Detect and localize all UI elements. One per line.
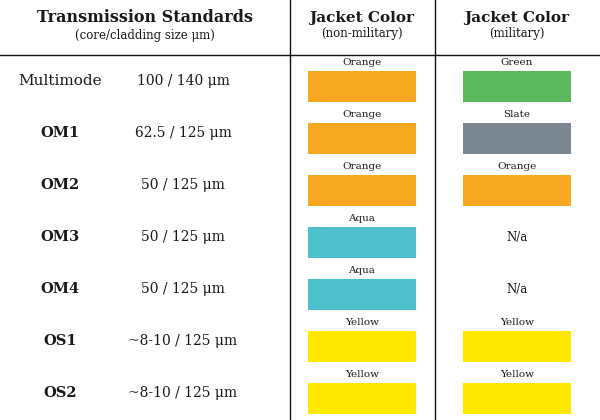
Text: 62.5 / 125 μm: 62.5 / 125 μm (134, 126, 232, 140)
Text: Orange: Orange (343, 58, 382, 67)
Text: ~8-10 / 125 μm: ~8-10 / 125 μm (128, 334, 238, 348)
Text: 100 / 140 μm: 100 / 140 μm (137, 74, 229, 88)
Bar (308, 383, 416, 414)
Text: N/a: N/a (506, 231, 527, 244)
Text: OS1: OS1 (43, 334, 77, 348)
Text: Green: Green (501, 58, 533, 67)
Text: OM1: OM1 (40, 126, 80, 140)
Text: OS2: OS2 (43, 386, 77, 400)
Text: 50 / 125 μm: 50 / 125 μm (141, 230, 225, 244)
Text: Yellow: Yellow (345, 318, 379, 327)
Bar (463, 175, 571, 206)
Text: 50 / 125 μm: 50 / 125 μm (141, 178, 225, 192)
Text: Yellow: Yellow (500, 318, 534, 327)
Bar (463, 123, 571, 154)
Text: (non-military): (non-military) (321, 27, 403, 40)
Text: Yellow: Yellow (500, 370, 534, 379)
Bar (308, 227, 416, 258)
Bar (463, 383, 571, 414)
Text: OM4: OM4 (40, 282, 80, 296)
Text: Orange: Orange (343, 110, 382, 119)
Bar (308, 331, 416, 362)
Bar (308, 71, 416, 102)
Text: (core/cladding size μm): (core/cladding size μm) (75, 29, 215, 42)
Bar (463, 331, 571, 362)
Text: OM3: OM3 (40, 230, 80, 244)
Text: Orange: Orange (343, 162, 382, 171)
Text: OM2: OM2 (40, 178, 80, 192)
Text: Orange: Orange (497, 162, 536, 171)
Text: 50 / 125 μm: 50 / 125 μm (141, 282, 225, 296)
Text: N/a: N/a (506, 283, 527, 296)
Text: Jacket Color: Jacket Color (464, 11, 569, 25)
Bar (463, 71, 571, 102)
Bar (308, 279, 416, 310)
Text: Yellow: Yellow (345, 370, 379, 379)
Text: Jacket Color: Jacket Color (310, 11, 415, 25)
Text: Aqua: Aqua (349, 214, 376, 223)
Text: ~8-10 / 125 μm: ~8-10 / 125 μm (128, 386, 238, 400)
Bar (308, 123, 416, 154)
Text: Transmission Standards: Transmission Standards (37, 10, 253, 26)
Text: Multimode: Multimode (18, 74, 102, 88)
Text: Aqua: Aqua (349, 266, 376, 275)
Bar (308, 175, 416, 206)
Text: (military): (military) (489, 27, 545, 40)
Text: Slate: Slate (503, 110, 530, 119)
